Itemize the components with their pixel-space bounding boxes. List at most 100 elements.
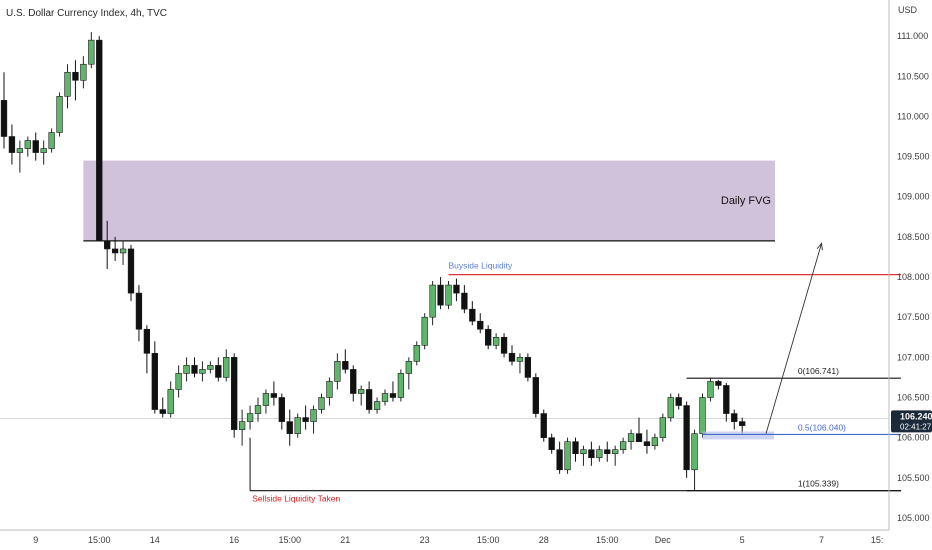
time-tick-label: 9 bbox=[33, 535, 38, 545]
price-tick-label: 105.000 bbox=[897, 513, 930, 523]
candle-body bbox=[659, 417, 666, 438]
time-tick-label: 21 bbox=[340, 535, 350, 545]
annotation-zones bbox=[0, 160, 889, 419]
annotations: Daily FVG Buyside Liquidity Sellside Liqui… bbox=[249, 195, 901, 504]
candle-body bbox=[723, 385, 730, 414]
fvg-label: Daily FVG bbox=[721, 195, 771, 207]
candle-body bbox=[294, 417, 301, 434]
candle-body bbox=[207, 365, 214, 370]
candle-body bbox=[588, 449, 595, 459]
candle-body bbox=[48, 132, 55, 149]
price-tick-label: 111.000 bbox=[897, 31, 928, 41]
candle-body bbox=[413, 345, 420, 362]
candle-body bbox=[302, 417, 309, 422]
time-tick-label: 14 bbox=[150, 535, 160, 545]
candle-body bbox=[246, 413, 254, 422]
price-tick-label: 105.500 bbox=[897, 473, 930, 483]
candle-body bbox=[334, 361, 341, 382]
candles bbox=[0, 32, 746, 491]
candle-body bbox=[540, 413, 547, 438]
candle-body bbox=[127, 248, 135, 294]
candle-body bbox=[199, 369, 206, 374]
candle-body bbox=[72, 71, 79, 81]
candle-body bbox=[365, 389, 373, 410]
candle-body bbox=[548, 437, 555, 450]
candle-body bbox=[24, 140, 31, 149]
candle-body bbox=[485, 328, 492, 346]
time-tick-label: 5 bbox=[740, 535, 745, 545]
candle-body bbox=[500, 336, 508, 354]
candle-body bbox=[469, 308, 476, 322]
candle-body bbox=[731, 413, 738, 422]
candle-body bbox=[532, 377, 539, 414]
fib-level-label: 0.5(106.040) bbox=[798, 422, 846, 432]
candle-body bbox=[135, 292, 143, 330]
candle-body bbox=[683, 405, 690, 471]
candle-body bbox=[0, 100, 8, 137]
candle-body bbox=[699, 397, 706, 434]
candle-body bbox=[604, 449, 611, 455]
candle-body bbox=[389, 393, 397, 398]
candle-body bbox=[270, 393, 278, 398]
candle-body bbox=[580, 449, 587, 455]
candle-body bbox=[556, 449, 563, 471]
time-tick-label: Dec bbox=[655, 535, 672, 545]
fvg-zone bbox=[83, 160, 775, 241]
candle-body bbox=[96, 39, 103, 242]
currency-label: USD bbox=[898, 5, 918, 15]
candle-body bbox=[437, 284, 444, 306]
candle-body bbox=[421, 316, 428, 346]
price-axis[interactable]: 111.000 110.500 110.000 109.500 109.000 108.5… bbox=[897, 31, 930, 523]
candle-body bbox=[223, 357, 230, 378]
candle-body bbox=[111, 248, 119, 254]
candle-body bbox=[492, 336, 500, 346]
candle-body bbox=[310, 409, 317, 422]
candle-body bbox=[16, 148, 24, 153]
candle-body bbox=[119, 248, 127, 254]
candle-body bbox=[8, 136, 16, 153]
time-axis[interactable]: 9 15:00 14 16 15:00 21 23 15:00 28 15:00 Dec 5 7 15: bbox=[33, 535, 883, 545]
candle-body bbox=[167, 389, 174, 414]
time-tick-label: 15:00 bbox=[278, 535, 301, 545]
time-tick-label: 28 bbox=[539, 535, 549, 545]
candle-body bbox=[429, 284, 436, 318]
candle-body bbox=[32, 140, 39, 153]
candle-body bbox=[627, 433, 635, 442]
last-price-label: 106.240 02:41:27 bbox=[891, 410, 932, 433]
candle-body bbox=[572, 441, 579, 455]
candle-body bbox=[80, 63, 87, 81]
candle-body bbox=[643, 441, 651, 446]
candle-body bbox=[191, 365, 198, 374]
candle-body bbox=[508, 353, 516, 362]
candle-body bbox=[40, 148, 47, 153]
candle-body bbox=[151, 353, 158, 410]
candle-body bbox=[405, 361, 412, 374]
candle-body bbox=[342, 361, 349, 370]
time-tick-label: 7 bbox=[819, 535, 824, 545]
candle-body bbox=[350, 369, 357, 394]
candle-body bbox=[143, 328, 151, 354]
candle-body bbox=[739, 421, 746, 426]
projection-arrow-line bbox=[765, 243, 822, 434]
candle-body bbox=[326, 381, 333, 398]
candle-body bbox=[453, 284, 460, 294]
candle-body bbox=[516, 357, 524, 362]
candle-body bbox=[238, 421, 246, 430]
price-tick-label: 106.500 bbox=[897, 393, 930, 403]
price-tick-label: 110.000 bbox=[897, 111, 929, 121]
candle-body bbox=[619, 441, 627, 450]
candle-body bbox=[88, 39, 95, 65]
fib-level-label: 0(106.741) bbox=[798, 366, 839, 376]
candle-body bbox=[278, 397, 285, 422]
candle-body bbox=[477, 320, 484, 330]
price-tick-label: 109.000 bbox=[897, 192, 930, 202]
candle-body bbox=[183, 365, 190, 374]
candle-body bbox=[461, 292, 468, 310]
fib-level-label: 1(105.339) bbox=[798, 479, 839, 489]
candle-body bbox=[651, 437, 659, 446]
candle-body bbox=[231, 357, 238, 430]
candle-body bbox=[56, 96, 63, 133]
sellside-liquidity-label: Sellside Liquidity Taken bbox=[252, 494, 340, 504]
time-tick-label: 23 bbox=[420, 535, 430, 545]
